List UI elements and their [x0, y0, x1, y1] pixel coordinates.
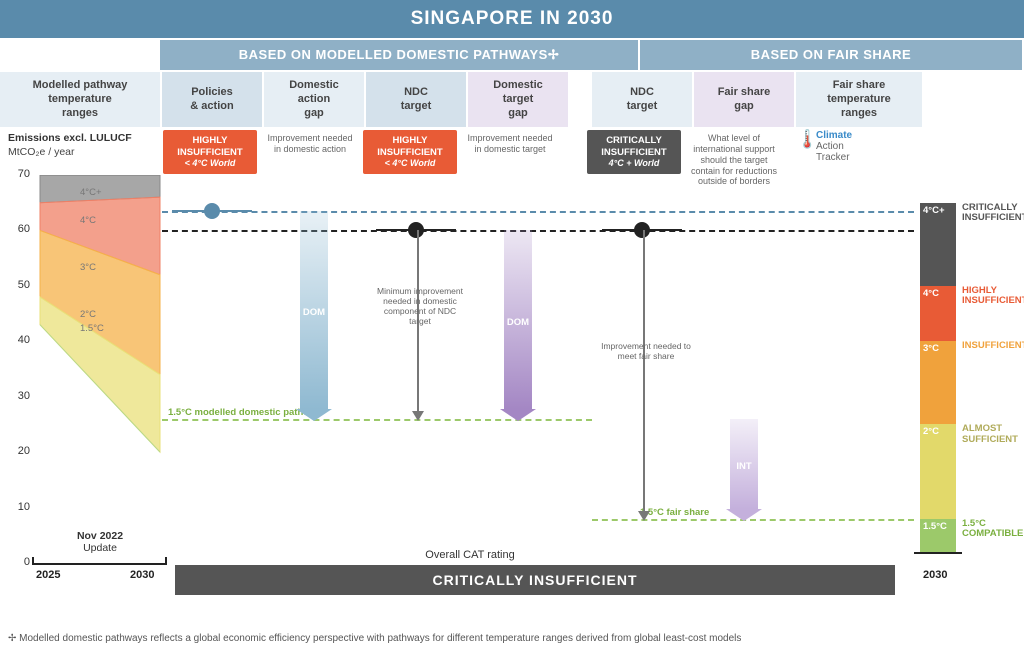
- overall-rating-bar: CRITICALLY INSUFFICIENT: [175, 565, 895, 595]
- arrow-ndc-fair: [643, 230, 645, 510]
- page-title: SINGAPORE IN 2030: [0, 0, 1024, 38]
- y-axis-unit: MtCO₂e / year: [8, 146, 75, 158]
- logo-l1: Climate: [816, 130, 852, 141]
- footnote: ✢ Modelled domestic pathways reflects a …: [8, 633, 741, 644]
- badge-ndc-fair-sub: 4°C + World: [591, 158, 677, 169]
- badge-ndc-dom-l1: HIGHLY: [367, 135, 453, 146]
- badge-policies-sub: < 4°C World: [167, 158, 253, 169]
- section-modelled: BASED ON MODELLED DOMESTIC PATHWAYS✢: [160, 40, 638, 70]
- logo-l3: Tracker: [816, 152, 850, 163]
- fan-label-2°C: 2°C: [80, 309, 96, 320]
- tempbar-ext-1.5°C: 1.5°C COMPATIBLE: [962, 519, 1023, 540]
- tempbar-seg-label-3°C: 3°C: [923, 343, 939, 354]
- column-header-row: Modelled pathway temperature ranges Poli…: [0, 72, 1024, 127]
- note-ndc-fair-arrow: Improvement needed to meet fair share: [601, 341, 691, 361]
- note-ndc-dom-arrow: Minimum improvement needed in domestic c…: [375, 286, 465, 327]
- col-target-gap: Domestic target gap: [468, 72, 568, 127]
- badge-policies: HIGHLY INSUFFICIENT < 4°C World: [163, 130, 257, 174]
- gap-fair-int-label: INT: [730, 461, 758, 472]
- chart-area: 706050403020100 1.5°C modelled domestic …: [0, 175, 1024, 575]
- tempbar-seg-label-1.5°C: 1.5°C: [923, 521, 947, 532]
- note-target-gap: Improvement needed in domestic target: [460, 130, 560, 158]
- badge-ndc-dom: HIGHLY INSUFFICIENT < 4°C World: [363, 130, 457, 174]
- col-action-gap: Domestic action gap: [264, 72, 364, 127]
- x-tick-2030-right: 2030: [923, 569, 947, 581]
- tempbar-ext-3°C: INSUFFICIENT: [962, 341, 1024, 351]
- badge-ndc-dom-sub: < 4°C World: [367, 158, 453, 169]
- fair-pathway-label: 1.5°C fair share: [640, 507, 709, 518]
- col-fair-gap: Fair share gap: [694, 72, 794, 127]
- col-modelled-temp: Modelled pathway temperature ranges: [0, 72, 160, 127]
- note-action-gap: Improvement needed in domestic action: [260, 130, 360, 158]
- badge-ndc-fair-l2: INSUFFICIENT: [591, 147, 677, 158]
- tempbar-ext-2°C: ALMOST SUFFICIENT: [962, 424, 1018, 445]
- x-tick-2030-left: 2030: [130, 569, 154, 581]
- badge-ndc-fair: CRITICALLY INSUFFICIENT 4°C + World: [587, 130, 681, 174]
- section-header-row: BASED ON MODELLED DOMESTIC PATHWAYS✢ BAS…: [0, 40, 1024, 70]
- col-ndc-fair: NDC target: [592, 72, 692, 127]
- logo-l2: Action: [816, 141, 844, 152]
- col-policies: Policies & action: [162, 72, 262, 127]
- tempbar-seg-label-2°C: 2°C: [923, 426, 939, 437]
- tempbar-seg-2°C: [920, 424, 956, 518]
- fan-label-1.5°C: 1.5°C: [80, 323, 104, 334]
- col-ndc-dom: NDC target: [366, 72, 466, 127]
- y-axis-title: Emissions excl. LULUCF: [8, 132, 132, 144]
- gap-dom-action-label: DOM: [300, 307, 328, 318]
- fan-label-3°C: 3°C: [80, 262, 96, 273]
- fan-label-4°C+: 4°C+: [80, 187, 102, 198]
- tempbar-seg-label-4°C+: 4°C+: [923, 205, 945, 216]
- tempbar-seg-label-4°C: 4°C: [923, 288, 939, 299]
- update-label: Nov 2022 Update: [55, 530, 145, 554]
- ref-line-60: [162, 230, 914, 232]
- tempbar-ext-4°C+: CRITICALLY INSUFFICIENT: [962, 203, 1024, 224]
- badge-policies-l2: INSUFFICIENT: [167, 147, 253, 158]
- col-fair-temp: Fair share temperature ranges: [796, 72, 922, 127]
- gap-dom-target-label: DOM: [504, 317, 532, 328]
- cat-logo: 🌡️ Climate Action Tracker: [784, 130, 904, 150]
- ref-line-63.5: [162, 211, 914, 213]
- badge-ndc-dom-l2: INSUFFICIENT: [367, 147, 453, 158]
- tempbar-ext-4°C: HIGHLY INSUFFICIENT: [962, 286, 1024, 307]
- overall-rating-label: Overall CAT rating: [370, 549, 570, 561]
- badge-policies-l1: HIGHLY: [167, 135, 253, 146]
- x-tick-2025: 2025: [36, 569, 60, 581]
- section-fairshare: BASED ON FAIR SHARE: [640, 40, 1022, 70]
- badge-ndc-fair-l1: CRITICALLY: [591, 135, 677, 146]
- marker-policies: [204, 203, 220, 219]
- fan-label-4°C: 4°C: [80, 215, 96, 226]
